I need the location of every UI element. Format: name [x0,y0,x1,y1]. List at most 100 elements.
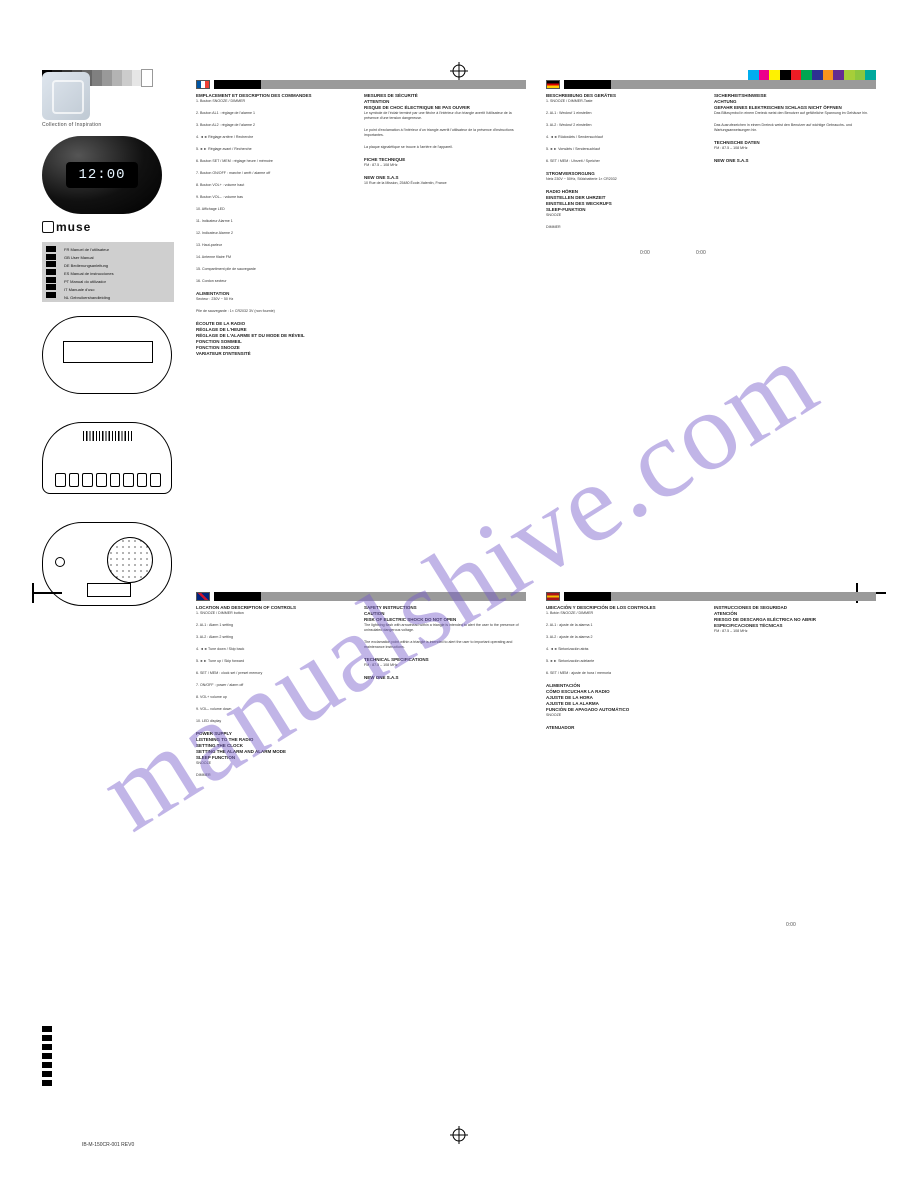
manual-text-line: Netz 230V ~ 50Hz, Stützbatterie 1× CR203… [546,177,708,182]
language-list-item: GB User Manual [64,254,168,262]
manual-text-line: 2. AL1 : ajuste de la alarma 1 [546,623,708,628]
flag-fr-icon [196,80,210,89]
manual-text-line: 6. SET / MEM : ajuste de hora / memoria [546,671,708,676]
manual-text-line: 3. Bouton AL2 : réglage de l'alarme 2 [196,123,358,128]
manual-text-line: DIMMER [546,225,708,230]
manual-text-line: 5. ►► Tune up / Skip forward [196,659,358,664]
manual-text-line: SNOOZE [546,713,708,718]
manual-text-line: Pile de sauvegarde : 1× CR2032 3V (non f… [196,309,358,314]
left-index-marks [42,1026,52,1086]
muse-logo-icon [42,221,54,233]
left-product-column: Collection of Inspiration 12:00 muse FR … [42,72,182,620]
default-time-sample: 0:00 [640,250,650,256]
manual-text-line: 15. Compartiment pile de sauvegarde [196,267,358,272]
column-es: UBICACIÓN Y DESCRIPCIÓN DE LOS CONTROLES… [546,592,876,731]
language-list-box: FR Manuel de l'utilisateurGB User Manual… [42,242,174,302]
manual-text-line: 16. Cordon secteur [196,279,358,284]
page-frame: manualshive.com Collection of Inspiratio… [22,22,896,1166]
manual-text-line: 5. ►► Réglage avant / Recherche [196,147,358,152]
manual-text-line: 1. Bouton SNOOZE / DIMMER [196,99,358,104]
manual-text-line: NEW ONE S.A.S [714,158,876,164]
manual-text-line: 4. ◄◄ Réglage arrière / Recherche [196,135,358,140]
line-drawing-top [42,422,172,494]
manual-text-line: FM : 87.5 – 108 MHz [714,146,876,151]
language-list-item: PT Manual do utilizador [64,278,168,286]
product-photo: 12:00 [42,136,162,214]
manual-text-line: 4. ◄◄ Tune down / Skip back [196,647,358,652]
manual-text-line: DIMMER [196,773,358,778]
manual-text-line: 1. Botón SNOOZE / DIMMER [546,611,708,616]
manual-text-line: 7. ON/OFF : power / alarm off [196,683,358,688]
manual-text-line: The lightning flash with arrowhead withi… [364,623,526,633]
manual-text-line: VARIATEUR D'INTENSITÉ [196,351,358,357]
manual-text-line: 5. ►► Sintonización adelante [546,659,708,664]
manual-text-line: 10 Rue de la Mission, 25480 École-Valent… [364,181,526,186]
manual-text-line: 13. Haut-parleur [196,243,358,248]
manual-text-line: FM : 87.5 – 108 MHz [364,663,526,668]
manual-text-line: 4. ◄◄ Sintonización atrás [546,647,708,652]
column-header-bar [214,592,526,601]
footer-page-code: IB-M-150CR-001 REV0 [82,1142,134,1148]
manual-text-line: 10. LED display [196,719,358,724]
flag-gb-icon [196,592,210,601]
column-header-bar [564,80,876,89]
muse-logo-text: muse [56,220,91,234]
language-list-item: IT Manuale d'uso [64,286,168,294]
manual-text-line: Das Blitzsymbol in einem Dreieck weist d… [714,111,876,116]
column-de: BESCHREIBUNG DES GERÄTES1. SNOOZE / DIMM… [546,80,876,237]
manual-text-line: 4. ◄◄ Rückwärts / Sendersuchlauf [546,135,708,140]
manual-text-line: 5. ►► Vorwärts / Sendersuchlauf [546,147,708,152]
manual-text-line: FM : 87.5 – 108 MHz [714,629,876,634]
manual-text-line: Le symbole de l'éclair terminé par une f… [364,111,526,121]
document-page: manualshive.com Collection of Inspiratio… [42,32,876,1156]
manual-text-line: 3. AL2 : Alarm 2 setting [196,635,358,640]
manual-text-line: SNOOZE [546,213,708,218]
muse-logo: muse [42,220,182,234]
manual-text-line: 7. Bouton ON/OFF : marche / arrêt / alar… [196,171,358,176]
manual-text-line: SNOOZE [196,761,358,766]
manual-text-line: 6. SET / MEM : clock set / preset memory [196,671,358,676]
clock-display: 12:00 [66,162,138,188]
registration-mark-top [450,62,468,80]
manual-text-line: 3. AL2 : Weckruf 2 einstellen [546,123,708,128]
language-list-item: FR Manuel de l'utilisateur [64,246,168,254]
language-list-item: DE Bedienungsanleitung [64,262,168,270]
registration-mark-bottom [450,1126,468,1144]
manual-text-line: 3. AL2 : ajuste de la alarma 2 [546,635,708,640]
flag-es-icon [546,592,560,601]
flag-de-icon [546,80,560,89]
manual-text-line: 2. AL1 : Alarm 1 setting [196,623,358,628]
language-list: FR Manuel de l'utilisateurGB User Manual… [64,246,168,302]
manual-text-line: 14. Antenne filaire FM [196,255,358,260]
manual-text-line: 11. Indicateur Alarme 1 [196,219,358,224]
manual-text-line: Secteur : 230V ~ 50 Hz [196,297,358,302]
manual-text-line: 6. Bouton SET / MEM : réglage heure / mé… [196,159,358,164]
manual-text-line: Le point d'exclamation à l'intérieur d'u… [364,128,526,138]
default-time-sample: 0:00 [786,922,796,928]
language-list-item: ES Manual de instrucciones [64,270,168,278]
brand-tagline: Collection of Inspiration [42,122,182,128]
manual-text-line: 8. Bouton VOL+ : volume haut [196,183,358,188]
manual-text-line: 8. VOL+ volume up [196,695,358,700]
manual-text-line: 6. SET / MEM : Uhrzeit / Speicher [546,159,708,164]
column-header-bar [564,592,876,601]
column-fr: EMPLACEMENT ET DESCRIPTION DES COMMANDES… [196,80,526,357]
manual-text-line: 2. Bouton AL1 : réglage de l'alarme 1 [196,111,358,116]
manual-text-line: FM : 87.5 – 108 MHz [364,163,526,168]
manual-text-line: NEW ONE S.A.S [364,675,526,681]
manual-text-line: The exclamation point within a triangle … [364,640,526,650]
manual-text-line: 9. VOL– volume down [196,707,358,712]
manual-text-line: 10. Affichage LED [196,207,358,212]
manual-text-line: 2. AL1 : Weckruf 1 einstellen [546,111,708,116]
line-drawing-back [42,522,172,606]
default-time-sample: 0:00 [696,250,706,256]
manual-text-line: La plaque signalétique se trouve à l'arr… [364,145,526,150]
manual-text-grid: EMPLACEMENT ET DESCRIPTION DES COMMANDES… [196,80,876,1120]
line-drawing-front [42,316,172,394]
manual-text-line: Das Ausrufezeichen in einem Dreieck weis… [714,123,876,133]
manual-text-line: 1. SNOOZE / DIMMER-Taste [546,99,708,104]
brand-badge-icon [42,72,90,120]
column-gb: LOCATION AND DESCRIPTION OF CONTROLS1. S… [196,592,526,785]
manual-text-line: 1. SNOOZE / DIMMER button [196,611,358,616]
language-list-item: NL Gebruikershandleiding [64,294,168,302]
